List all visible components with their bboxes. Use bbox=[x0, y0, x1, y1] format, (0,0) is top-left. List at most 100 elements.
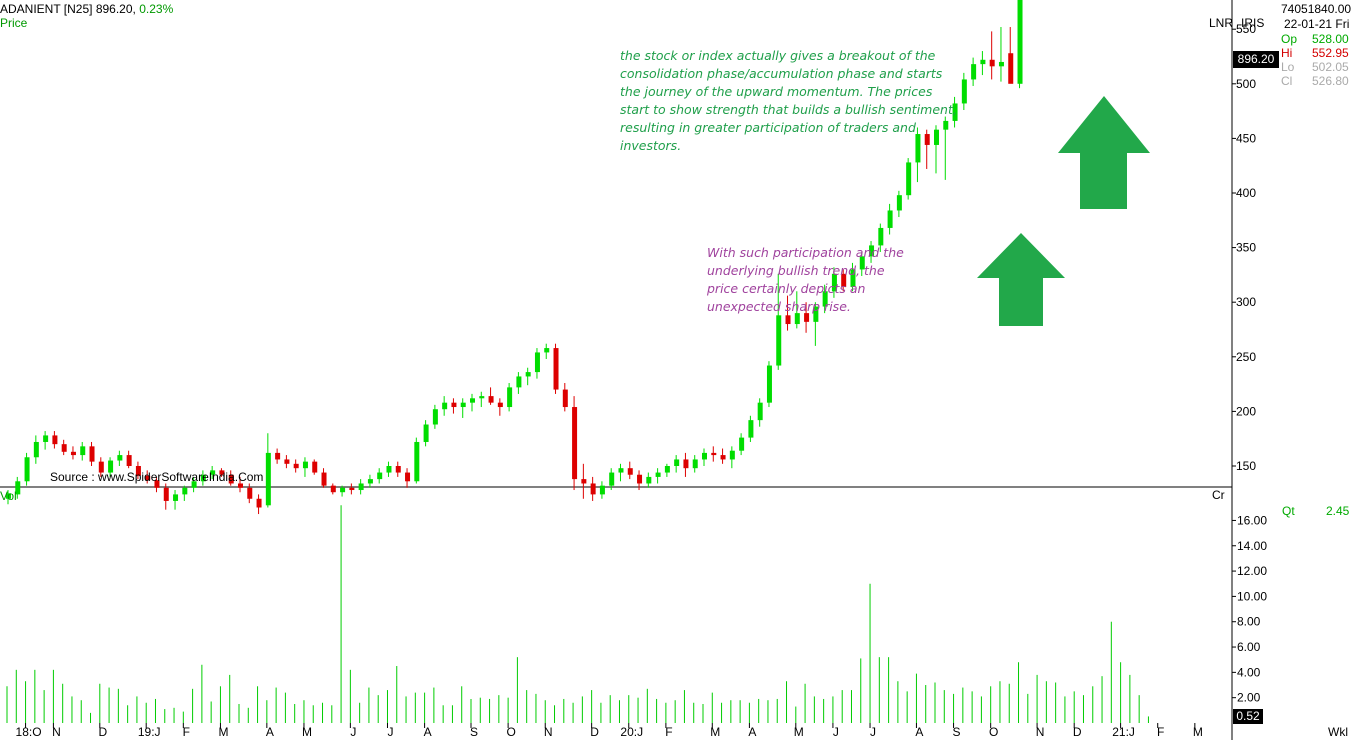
time-tick-label: N bbox=[544, 725, 553, 739]
candle-body bbox=[145, 475, 151, 481]
volume-tick-label: 16.00 bbox=[1237, 513, 1267, 527]
candle-body bbox=[61, 444, 67, 452]
time-tick-label: A bbox=[266, 725, 274, 739]
ohlc-row-hi: Hi 552.95 bbox=[1281, 46, 1349, 60]
candle-body bbox=[488, 396, 494, 403]
candle-body bbox=[1017, 0, 1023, 84]
time-tick-label: J bbox=[870, 725, 876, 739]
candle-body bbox=[544, 348, 550, 353]
candle-body bbox=[302, 461, 308, 469]
time-tick-label: 20:J bbox=[620, 725, 643, 739]
time-tick-label: M bbox=[1193, 725, 1203, 739]
time-tick-label: O bbox=[989, 725, 998, 739]
candle-body bbox=[562, 389, 568, 408]
candle-body bbox=[52, 435, 58, 445]
price-tick-label: 300 bbox=[1236, 295, 1256, 309]
candle-body bbox=[618, 468, 624, 473]
candle-body bbox=[191, 481, 197, 488]
candle-body bbox=[859, 256, 865, 270]
candle-body bbox=[497, 402, 503, 408]
candle-body bbox=[878, 227, 884, 246]
candle-body bbox=[173, 494, 179, 501]
qt-value: 2.45 bbox=[1326, 504, 1350, 518]
candle-body bbox=[692, 459, 698, 469]
ohlc-value: 528.00 bbox=[1312, 32, 1349, 46]
time-axis-ticks: 18:O N D 19:J F M A M J J A S O N D 20:J F M A M J J A S O N D 21:J… bbox=[16, 723, 1203, 739]
candle-body bbox=[275, 452, 281, 460]
time-tick-label: S bbox=[470, 725, 478, 739]
candle-body bbox=[757, 402, 763, 421]
candle-body bbox=[358, 483, 364, 491]
candle-body bbox=[24, 457, 30, 482]
candle-body bbox=[247, 487, 253, 499]
candle-body bbox=[646, 476, 652, 484]
time-tick-label: O bbox=[506, 725, 515, 739]
time-tick-label: 21:J bbox=[1112, 725, 1135, 739]
time-tick-label: D bbox=[98, 725, 107, 739]
candle-body bbox=[998, 61, 1004, 67]
lnr-label: LNR bbox=[1209, 16, 1234, 30]
candle-body bbox=[126, 455, 132, 466]
weekly-label: Wkl bbox=[1328, 725, 1348, 739]
up-arrow-icon bbox=[977, 233, 1065, 326]
candle-body bbox=[850, 269, 856, 287]
candle-body bbox=[822, 291, 828, 307]
time-tick-label: A bbox=[748, 725, 756, 739]
ohlc-value: 526.80 bbox=[1312, 74, 1349, 88]
price-tick-label: 550 bbox=[1236, 22, 1256, 36]
candle-body bbox=[971, 64, 977, 80]
candle-body bbox=[386, 466, 392, 473]
candle-body bbox=[655, 472, 661, 477]
candle-body bbox=[265, 452, 271, 506]
ohlc-label: Lo bbox=[1281, 60, 1295, 74]
candle-body bbox=[442, 402, 448, 410]
ohlc-row-cl: Cl 526.80 bbox=[1281, 74, 1349, 88]
time-tick-label: J bbox=[350, 725, 356, 739]
time-tick-label: M bbox=[302, 725, 312, 739]
volume-tick-label: 14.00 bbox=[1237, 539, 1267, 553]
ohlc-row-lo: Lo 502.05 bbox=[1281, 60, 1349, 74]
candle-body bbox=[943, 120, 949, 130]
candle-body bbox=[163, 487, 169, 501]
last-volume-marker: 0.52 bbox=[1233, 709, 1263, 724]
candle-body bbox=[887, 210, 893, 228]
candle-body bbox=[553, 348, 559, 390]
volume-axis-ticks: 2.00 4.00 6.00 8.00 10.00 12.00 14.00 16.00 bbox=[1232, 513, 1267, 705]
candle-body bbox=[804, 313, 810, 322]
price-tick-label: 200 bbox=[1236, 404, 1256, 418]
time-tick-label: S bbox=[953, 725, 961, 739]
time-tick-label: A bbox=[915, 725, 923, 739]
candle-body bbox=[451, 402, 457, 408]
candle-body bbox=[711, 452, 717, 456]
candle-body bbox=[89, 446, 95, 462]
candle-body bbox=[377, 472, 383, 480]
time-tick-label: A bbox=[424, 725, 432, 739]
time-tick-label: D bbox=[590, 725, 599, 739]
candle-body bbox=[200, 474, 206, 482]
price-tick-label: 350 bbox=[1236, 241, 1256, 255]
candle-body bbox=[432, 409, 438, 425]
ohlc-value: 552.95 bbox=[1312, 46, 1349, 60]
ohlc-label: Op bbox=[1281, 32, 1298, 46]
candle-body bbox=[210, 470, 216, 475]
candle-body bbox=[590, 483, 596, 495]
volume-tick-label: 6.00 bbox=[1237, 640, 1261, 654]
candle-body bbox=[525, 372, 531, 377]
price-tick-label: 500 bbox=[1236, 77, 1256, 91]
candle-body bbox=[581, 479, 587, 484]
candle-body bbox=[460, 402, 466, 408]
candle-body bbox=[349, 487, 355, 491]
candle-body bbox=[367, 479, 373, 484]
candle-body bbox=[739, 437, 745, 451]
volume-readout: 74051840.00 bbox=[1281, 2, 1352, 16]
price-tick-label: 150 bbox=[1236, 459, 1256, 473]
candle-body bbox=[961, 79, 967, 104]
candle-body bbox=[766, 365, 772, 403]
volume-tick-label: 2.00 bbox=[1237, 691, 1261, 705]
candle-body bbox=[479, 396, 485, 399]
candle-body bbox=[154, 480, 160, 488]
candle-body bbox=[813, 306, 819, 322]
time-tick-label: D bbox=[1073, 725, 1082, 739]
candle-body bbox=[135, 466, 141, 476]
